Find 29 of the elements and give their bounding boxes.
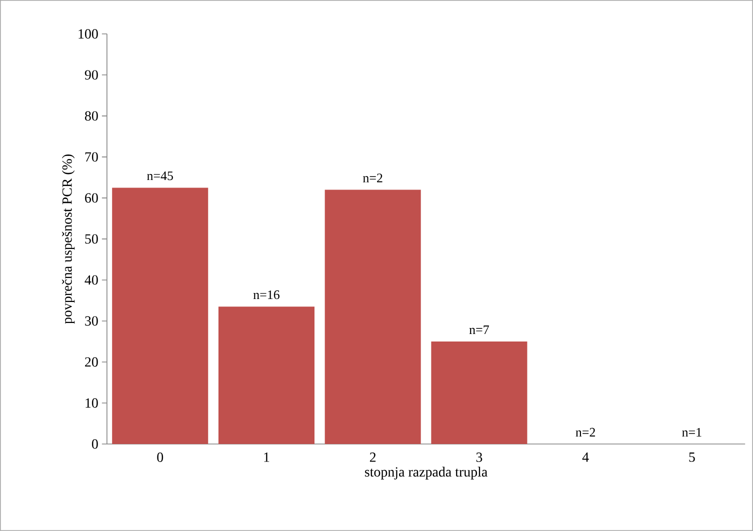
x-tick-label: 4 bbox=[582, 452, 589, 462]
bar bbox=[431, 342, 528, 444]
y-tick-label: 60 bbox=[85, 193, 98, 203]
annotation: n=7 bbox=[469, 326, 489, 334]
bar bbox=[324, 190, 421, 444]
x-tick-label: 0 bbox=[157, 452, 164, 462]
y-tick-label: 30 bbox=[85, 316, 98, 326]
bar bbox=[218, 306, 314, 444]
y-tick-label: 90 bbox=[84, 70, 98, 80]
y-tick-label: 100 bbox=[78, 29, 98, 39]
annotation: n=45 bbox=[147, 172, 173, 180]
y-tick-label: 70 bbox=[85, 152, 98, 162]
annotation: n=2 bbox=[576, 428, 595, 437]
y-tick-label: 50 bbox=[85, 234, 98, 244]
y-tick-label: 40 bbox=[84, 275, 98, 285]
x-axis-title: stopnja razpada trupla bbox=[365, 466, 488, 480]
x-tick-label: 3 bbox=[476, 452, 482, 462]
y-tick-label: 80 bbox=[84, 111, 98, 121]
annotation: n=1 bbox=[682, 428, 702, 437]
x-tick-label: 1 bbox=[264, 452, 270, 462]
bar bbox=[112, 188, 208, 444]
y-tick-label: 10 bbox=[86, 398, 98, 408]
annotation: n=2 bbox=[363, 174, 382, 182]
x-tick-label: 5 bbox=[689, 452, 695, 462]
x-tick-label: 2 bbox=[370, 452, 376, 462]
y-tick-label: 0 bbox=[92, 439, 98, 449]
annotation: n=16 bbox=[253, 290, 280, 300]
y-axis-title: povprečna uspešnost PCR (%) bbox=[62, 154, 75, 324]
y-tick-label: 20 bbox=[85, 357, 98, 367]
